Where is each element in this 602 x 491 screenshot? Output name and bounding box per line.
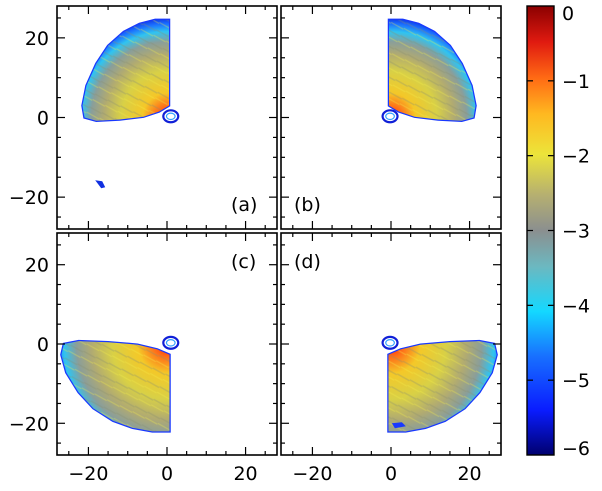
y-tick-label: 0	[37, 108, 49, 130]
ring-inner	[165, 112, 176, 121]
y-tick-label: −20	[9, 187, 49, 209]
panel-bottom-right: (d)	[280, 232, 502, 456]
panel-label: (c)	[231, 251, 256, 273]
colorbar-tick-label: −6	[562, 438, 590, 460]
lobe-streaks	[61, 341, 170, 432]
panel-label: (d)	[294, 251, 321, 273]
stray-blob	[391, 422, 406, 429]
y-tick-label: 0	[37, 334, 49, 356]
ring-outer	[381, 335, 399, 350]
y-tick-label: 20	[25, 28, 49, 50]
y-tick-label: −20	[9, 413, 49, 435]
panel-label: (b)	[294, 194, 321, 216]
x-tick-label: −20	[292, 463, 332, 485]
panel-plot-area	[381, 18, 477, 124]
ring-outer	[381, 109, 399, 124]
x-tick-label: 0	[161, 463, 173, 485]
x-tick-label: 0	[385, 463, 397, 485]
ring-outer	[162, 109, 180, 124]
panel-bottom-left: (c)	[56, 232, 278, 456]
lobe-streaks	[389, 19, 476, 121]
panel-label: (a)	[231, 194, 257, 216]
stray-blob	[95, 180, 106, 189]
panel-plot-area	[60, 335, 180, 433]
colorbar-tick-label: −2	[562, 146, 590, 168]
colorbar-tick-label: −5	[562, 370, 590, 392]
colorbar-tick-label: −1	[562, 71, 590, 93]
y-tick-label: 20	[25, 255, 49, 277]
colorbar-tick-label: −4	[562, 295, 590, 317]
panel-top-right: (b)	[280, 5, 502, 230]
x-tick-label: 20	[457, 463, 481, 485]
x-tick-label: 20	[233, 463, 257, 485]
panel-plot-area	[381, 335, 498, 433]
ring-outer	[162, 335, 180, 350]
ring-inner	[385, 112, 395, 121]
lobe-streaks	[388, 341, 497, 432]
x-tick-label: −20	[68, 463, 108, 485]
panel-plot-area	[81, 18, 180, 189]
panel-top-left: (a)	[56, 5, 278, 230]
colorbar-tick-label: 0	[562, 3, 574, 25]
colorbar-tick-label: −3	[562, 221, 590, 243]
ring-inner	[165, 339, 176, 347]
ring-inner	[385, 339, 395, 347]
lobe-streaks	[82, 19, 169, 121]
